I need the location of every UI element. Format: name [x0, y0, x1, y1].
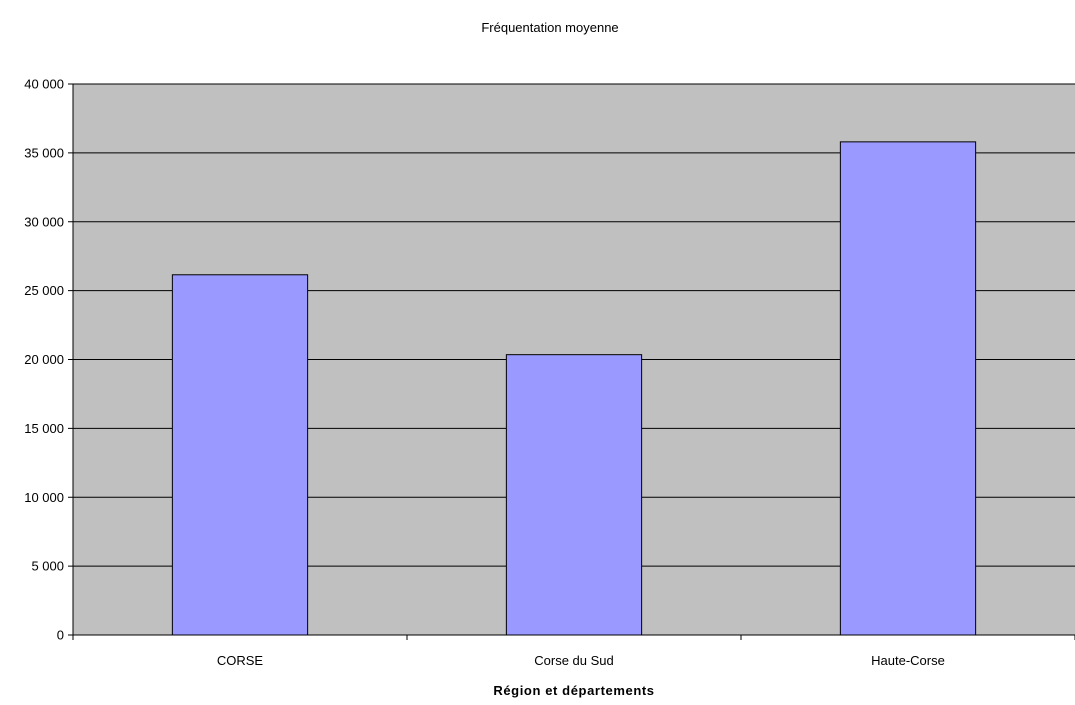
bar [505, 354, 643, 636]
bar [839, 141, 977, 636]
chart-title: Fréquentation moyenne [481, 20, 618, 35]
y-tick-label: 5 000 [31, 559, 64, 574]
bar [171, 274, 309, 636]
axes [68, 83, 1075, 640]
y-tick-label: 40 000 [24, 77, 64, 92]
y-tick-label: 15 000 [24, 421, 64, 436]
bars [171, 141, 977, 636]
y-tick-label: 35 000 [24, 145, 64, 160]
x-tick-label: Haute-Corse [871, 653, 945, 668]
y-tick-label: 10 000 [24, 490, 64, 505]
x-tick-labels: CORSE Corse du Sud Haute-Corse [217, 653, 945, 668]
x-tick-label: CORSE [217, 653, 264, 668]
x-axis-label: Région et départements [493, 683, 654, 698]
y-tick-labels: 0 5 000 10 000 15 000 20 000 25 000 30 000 35 0… [24, 77, 64, 643]
x-tick-label: Corse du Sud [534, 653, 614, 668]
y-tick-label: 20 000 [24, 352, 64, 367]
y-tick-label: 0 [57, 628, 64, 643]
y-tick-label: 25 000 [24, 283, 64, 298]
y-tick-label: 30 000 [24, 214, 64, 229]
